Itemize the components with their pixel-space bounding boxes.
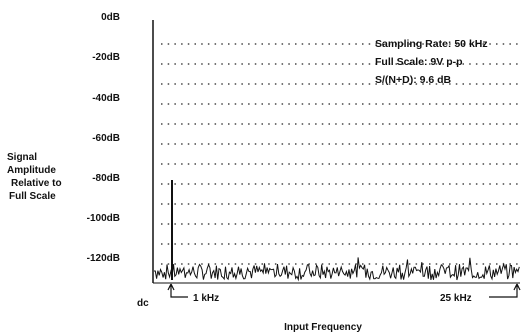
- y-tick-label-4: -80dB: [92, 173, 120, 184]
- y-tick-label-2: -40dB: [92, 93, 120, 104]
- y-tick-label-0: 0dB: [101, 12, 120, 23]
- gridlines: [161, 43, 520, 265]
- y-axis: 0dB -20dB -40dB -60dB -80dB -100dB -120d…: [87, 12, 520, 284]
- y-tick-label-3: -60dB: [92, 133, 120, 144]
- y-axis-title: Signal Amplitude Relative to Full Scale: [7, 152, 62, 202]
- arrow-25khz: [489, 283, 521, 298]
- y-tick-label-1: -20dB: [92, 52, 120, 63]
- arrow-1khz: [167, 283, 188, 298]
- spectrum-trace: [154, 257, 520, 282]
- y-tick-label-6: -120dB: [87, 253, 120, 264]
- annotation-full-scale: Full Scale: 9V p-p: [375, 56, 463, 68]
- x-tick-label-25khz: 25 kHz: [440, 293, 472, 304]
- annotation-sampling-rate: Sampling Rate: 50 kHz: [375, 38, 488, 50]
- x-axis-labels: dc 1 kHz 25 kHz Input Frequency: [137, 283, 521, 333]
- annotations: Sampling Rate: 50 kHz Full Scale: 9V p-p…: [375, 38, 488, 86]
- y-axis-title-line-3: Relative to: [11, 178, 62, 189]
- y-axis-title-line-2: Amplitude: [7, 165, 56, 176]
- y-axis-title-line-1: Signal: [7, 152, 37, 163]
- x-axis-title: Input Frequency: [284, 322, 362, 333]
- y-tick-label-5: -100dB: [87, 213, 120, 224]
- y-axis-title-line-4: Full Scale: [9, 191, 56, 202]
- x-tick-label-dc: dc: [137, 298, 149, 309]
- annotation-snd: S/(N+D): 9.6 dB: [375, 74, 452, 86]
- x-tick-label-1khz: 1 kHz: [193, 293, 219, 304]
